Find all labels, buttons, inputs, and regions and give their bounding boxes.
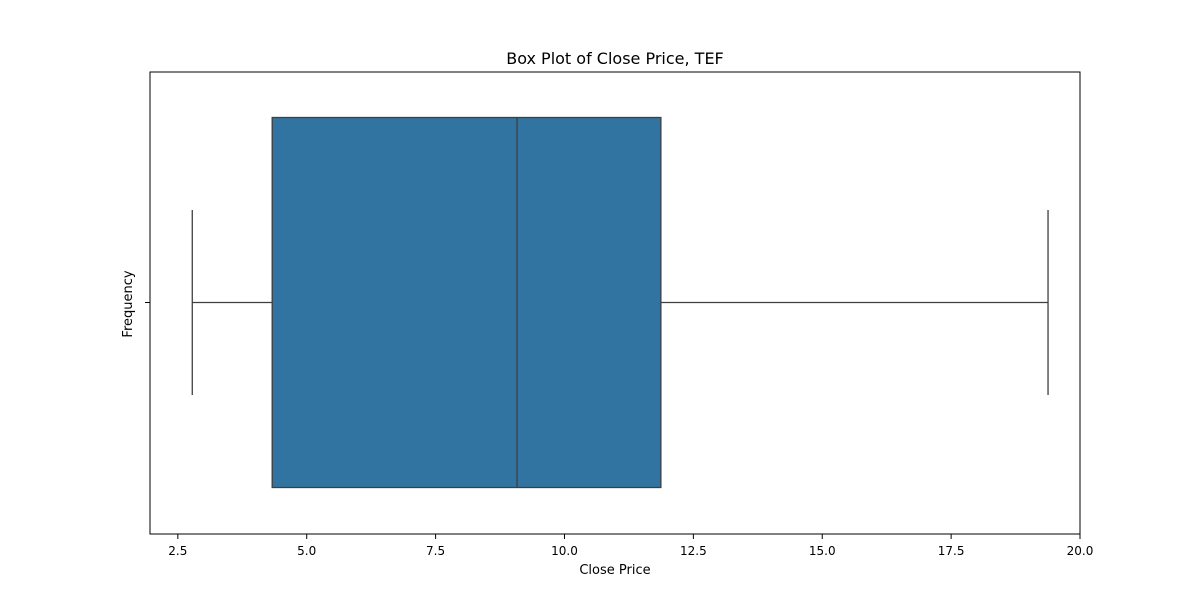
x-tick-label: 12.5 bbox=[680, 544, 707, 558]
x-tick-label: 17.5 bbox=[938, 544, 965, 558]
x-tick-label: 7.5 bbox=[426, 544, 445, 558]
interquartile-box bbox=[271, 116, 662, 489]
axes-frame bbox=[149, 71, 1081, 535]
x-tick-label: 5.0 bbox=[297, 544, 316, 558]
x-axis-ticks: 2.5 5.0 7.5 10.0 12.5 15.0 17.5 20.0 bbox=[168, 534, 1093, 558]
x-axis-label: Close Price bbox=[579, 563, 650, 578]
x-tick-label: 2.5 bbox=[168, 544, 187, 558]
x-tick-label: 10.0 bbox=[551, 544, 578, 558]
y-axis-label: Frequency bbox=[121, 270, 136, 337]
x-tick-label: 15.0 bbox=[809, 544, 836, 558]
chart-title: Box Plot of Close Price, TEF bbox=[506, 49, 724, 68]
plot-area bbox=[191, 116, 1049, 489]
x-tick-label: 20.0 bbox=[1067, 544, 1094, 558]
